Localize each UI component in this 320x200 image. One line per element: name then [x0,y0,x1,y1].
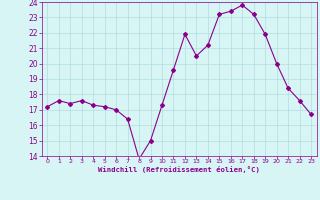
X-axis label: Windchill (Refroidissement éolien,°C): Windchill (Refroidissement éolien,°C) [98,166,260,173]
